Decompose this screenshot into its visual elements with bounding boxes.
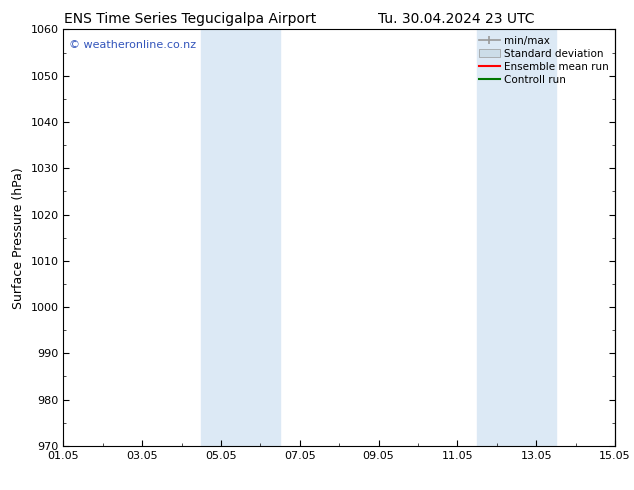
Bar	[202, 29, 280, 446]
Y-axis label: Surface Pressure (hPa): Surface Pressure (hPa)	[12, 167, 25, 309]
Legend: min/max, Standard deviation, Ensemble mean run, Controll run: min/max, Standard deviation, Ensemble me…	[475, 31, 613, 89]
Text: Tu. 30.04.2024 23 UTC: Tu. 30.04.2024 23 UTC	[378, 12, 534, 26]
Bar	[477, 29, 556, 446]
Text: © weatheronline.co.nz: © weatheronline.co.nz	[69, 40, 196, 50]
Text: ENS Time Series Tegucigalpa Airport: ENS Time Series Tegucigalpa Airport	[64, 12, 316, 26]
